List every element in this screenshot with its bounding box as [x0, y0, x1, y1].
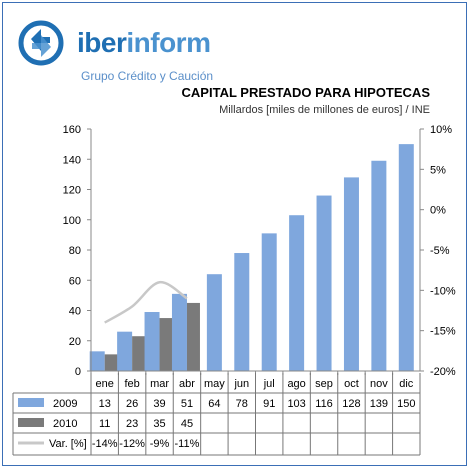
bar-2009 — [171, 293, 187, 371]
legend-2009-key — [18, 398, 44, 407]
x-tick-label: jun — [233, 378, 249, 390]
variation-line — [104, 281, 188, 324]
bar-2009 — [316, 195, 332, 371]
data-label: 139 — [370, 398, 388, 410]
y-tick-label: 140 — [63, 154, 81, 166]
data-label: 150 — [397, 398, 415, 410]
data-label: 13 — [99, 398, 111, 410]
bar-2009 — [234, 253, 250, 371]
y-tick-label: 20 — [69, 336, 81, 348]
chart-title: CAPITAL PRESTADO PARA HIPOTECAS — [181, 85, 430, 100]
bar-2010 — [132, 336, 146, 371]
data-table: ene feb mar abr may jun jul ago sep oct nov dic 2009… — [12, 373, 421, 456]
bar-2009 — [117, 331, 133, 371]
y2-tick-label: 5% — [430, 164, 446, 176]
bar-2009 — [371, 160, 387, 371]
data-label: -11% — [175, 438, 200, 450]
data-label: 35 — [153, 418, 165, 430]
brand-logo: iberinform Grupo Crédito y Caución — [15, 13, 315, 83]
legend-2009-label: 2009 — [53, 398, 77, 410]
legend-2010-key — [18, 418, 44, 427]
data-label: 116 — [315, 398, 333, 410]
brand-subtitle: Grupo Crédito y Caución — [81, 69, 214, 83]
x-tick-label: nov — [370, 378, 388, 390]
y-tick-label: 40 — [69, 306, 81, 318]
x-tick-label: abr — [179, 378, 195, 390]
brand-logo-icon — [18, 20, 64, 66]
y-tick-label: 80 — [69, 245, 81, 257]
data-label: 78 — [236, 398, 248, 410]
x-tick-label: mar — [150, 378, 169, 390]
bar-2010 — [186, 302, 200, 371]
data-label: -14% — [92, 438, 118, 450]
x-tick-label: dic — [399, 378, 414, 390]
data-label: 91 — [263, 398, 275, 410]
bar-2009 — [289, 215, 305, 371]
bar-2009 — [261, 233, 277, 371]
data-label: -12% — [119, 438, 145, 450]
axes: 0 20 40 60 80 100 120 140 160 -20% -15% -10% -5% 0% 5%… — [63, 124, 456, 378]
y2-tick-label: -15% — [430, 326, 456, 338]
bar-2009 — [206, 274, 222, 371]
data-label: -9% — [150, 438, 170, 450]
data-label: 11 — [99, 418, 110, 430]
bar-2009 — [398, 144, 414, 371]
data-label: 23 — [126, 418, 138, 430]
x-tick-label: ago — [287, 378, 305, 390]
y-tick-label: 0 — [75, 366, 81, 378]
y-tick-label: 60 — [69, 275, 81, 287]
x-tick-label: feb — [124, 378, 139, 390]
data-label: 103 — [287, 398, 305, 410]
bar-2009 — [343, 177, 359, 371]
y-tick-label: 120 — [63, 185, 81, 197]
x-tick-label: may — [204, 378, 225, 390]
data-label: 128 — [342, 398, 360, 410]
y-tick-label: 100 — [63, 215, 81, 227]
data-label: 45 — [181, 418, 193, 430]
brand-name: iberinform — [77, 27, 211, 59]
bar-2010 — [159, 318, 173, 371]
data-label: 26 — [126, 398, 138, 410]
x-tick-label: sep — [315, 378, 333, 390]
y2-tick-label: -10% — [430, 285, 456, 297]
chart-frame: iberinform Grupo Crédito y Caución CAPIT… — [2, 2, 467, 466]
data-label: 51 — [181, 398, 193, 410]
plot-area — [89, 144, 414, 371]
bar-2009 — [144, 312, 160, 371]
data-label: 64 — [208, 398, 220, 410]
y2-tick-label: -5% — [430, 245, 450, 257]
y2-tick-label: 0% — [430, 205, 446, 217]
x-tick-label: jul — [263, 378, 275, 390]
data-label: 39 — [153, 398, 165, 410]
legend-variation-label: Var. [%] — [49, 438, 87, 450]
x-tick-label: ene — [96, 378, 114, 390]
y2-tick-label: -20% — [430, 366, 456, 378]
y-tick-label: 160 — [63, 124, 81, 136]
x-tick-label: oct — [344, 378, 359, 390]
legend-2010-label: 2010 — [53, 418, 77, 430]
bar-2010 — [104, 354, 118, 371]
bar-2009 — [89, 351, 105, 371]
brand-name-part-a: iber — [77, 27, 127, 58]
brand-name-part-b: inform — [126, 27, 211, 58]
y2-tick-label: 10% — [430, 124, 452, 136]
chart-subtitle: Millardos [miles de millones de euros] /… — [219, 104, 430, 116]
